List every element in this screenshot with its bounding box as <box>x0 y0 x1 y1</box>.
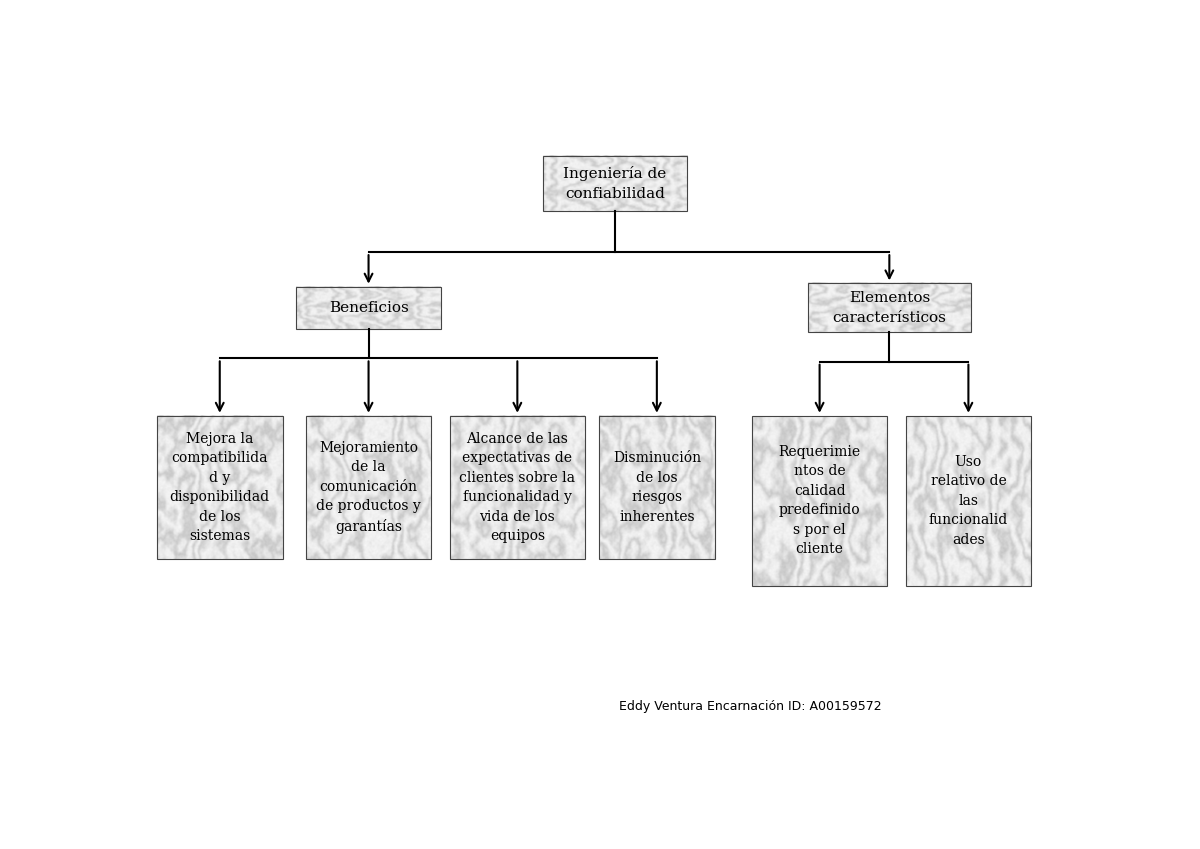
Text: Requerimie
ntos de
calidad
predefinido
s por el
cliente: Requerimie ntos de calidad predefinido s… <box>779 445 860 556</box>
Bar <box>306 416 431 559</box>
Bar <box>752 416 887 586</box>
Text: Alcance de las
expectativas de
clientes sobre la
funcionalidad y
vida de los
equ: Alcance de las expectativas de clientes … <box>460 432 575 543</box>
Text: Uso
relativo de
las
funcionalid
ades: Uso relativo de las funcionalid ades <box>929 455 1008 547</box>
Text: Eddy Ventura Encarnación ID: A00159572: Eddy Ventura Encarnación ID: A00159572 <box>618 700 881 713</box>
Text: Mejoramiento
de la
comunicación
de productos y
garantías: Mejoramiento de la comunicación de produ… <box>316 441 421 534</box>
Bar <box>542 156 688 211</box>
Text: Mejora la
compatibilida
d y
disponibilidad
de los
sistemas: Mejora la compatibilida d y disponibilid… <box>169 432 270 543</box>
Bar <box>296 287 440 329</box>
Text: Elementos
característicos: Elementos característicos <box>833 291 947 324</box>
Text: Ingeniería de
confiabilidad: Ingeniería de confiabilidad <box>563 166 667 201</box>
Bar <box>450 416 584 559</box>
Text: Disminución
de los
riesgos
inherentes: Disminución de los riesgos inherentes <box>613 452 701 524</box>
Bar <box>808 284 971 332</box>
Bar <box>906 416 1031 586</box>
Bar <box>157 416 282 559</box>
Text: Beneficios: Beneficios <box>329 301 408 315</box>
Bar <box>599 416 715 559</box>
